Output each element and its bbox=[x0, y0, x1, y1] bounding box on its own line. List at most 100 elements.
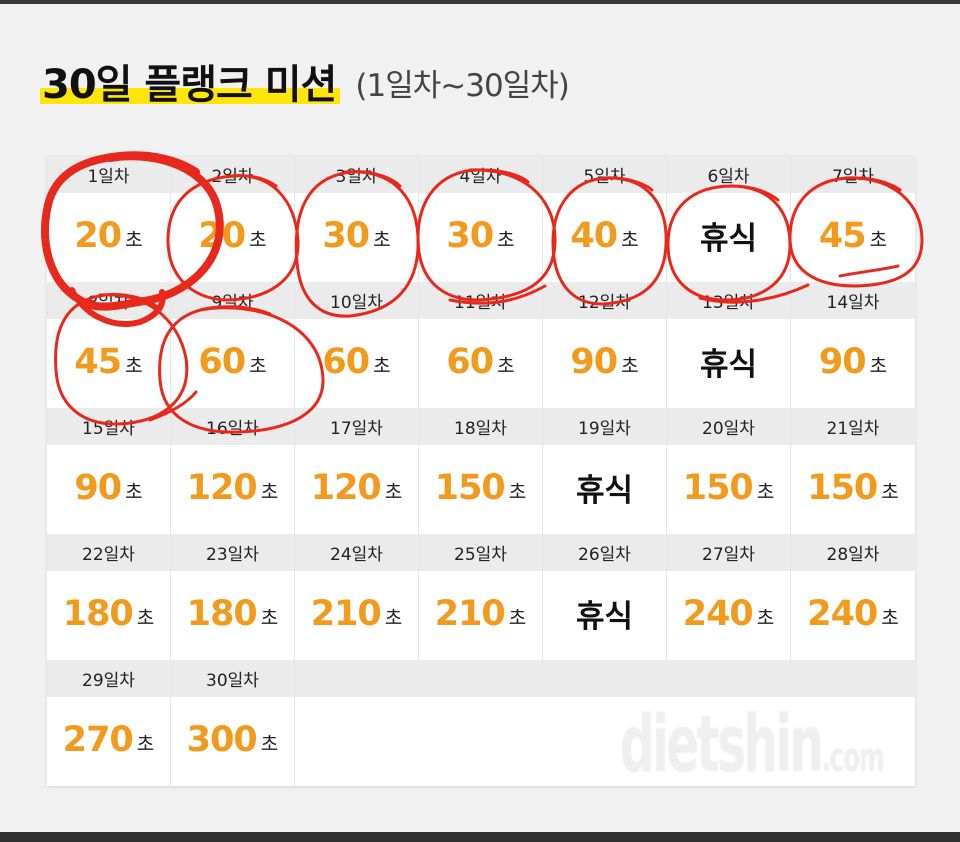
day-cell: 18일차 150 초 bbox=[419, 408, 543, 534]
day-cell: 3일차 30 초 bbox=[295, 156, 419, 282]
seconds-unit: 초 bbox=[881, 481, 899, 503]
day-label bbox=[419, 660, 543, 697]
seconds-value: 270 bbox=[62, 719, 134, 760]
day-label: 23일차 bbox=[171, 534, 294, 571]
day-label: 1일차 bbox=[47, 156, 170, 193]
seconds-unit: 초 bbox=[260, 607, 279, 629]
seconds-value: 120 bbox=[310, 467, 382, 508]
day-cell: 2일차 20 초 bbox=[171, 156, 295, 282]
day-cell: 17일차 120 초 bbox=[295, 408, 419, 534]
day-label: 28일차 bbox=[791, 534, 915, 571]
day-label: 22일차 bbox=[47, 534, 170, 571]
day-cell: 27일차 240 초 bbox=[667, 534, 791, 660]
seconds-unit: 초 bbox=[508, 481, 527, 503]
day-label: 26일차 bbox=[543, 534, 666, 571]
day-value: 270 초 bbox=[47, 697, 170, 786]
day-label: 9일차 bbox=[171, 282, 294, 319]
seconds-value: 45 bbox=[74, 341, 122, 382]
day-label: 8일차 bbox=[47, 282, 170, 319]
day-cell: 10일차 60 초 bbox=[295, 282, 419, 408]
day-label bbox=[543, 660, 667, 697]
seconds-unit: 초 bbox=[260, 733, 279, 755]
day-label: 18일차 bbox=[419, 408, 542, 445]
day-value: 45 초 bbox=[791, 193, 915, 282]
day-label: 14일차 bbox=[791, 282, 915, 319]
day-label: 3일차 bbox=[295, 156, 418, 193]
seconds-unit: 초 bbox=[869, 229, 888, 251]
seconds-value: 20 bbox=[74, 215, 122, 256]
seconds-unit: 초 bbox=[881, 607, 899, 629]
day-value: 30 초 bbox=[419, 193, 542, 282]
day-label: 2일차 bbox=[171, 156, 294, 193]
day-value: 150 초 bbox=[419, 445, 542, 534]
seconds-unit: 초 bbox=[125, 355, 143, 377]
seconds-unit: 초 bbox=[621, 355, 639, 377]
day-value: 휴식 bbox=[543, 445, 666, 534]
seconds-value: 180 bbox=[186, 593, 258, 634]
day-label: 13일차 bbox=[667, 282, 790, 319]
seconds-value: 40 bbox=[570, 215, 618, 256]
seconds-value: 90 bbox=[570, 341, 618, 382]
day-cell: 22일차 180 초 bbox=[47, 534, 171, 660]
day-label: 12일차 bbox=[543, 282, 666, 319]
day-value bbox=[295, 697, 419, 786]
day-value: 300 초 bbox=[171, 697, 294, 786]
seconds-unit: 초 bbox=[384, 607, 403, 629]
day-cell: 1일차 20 초 bbox=[47, 156, 171, 282]
day-cell: 30일차 300 초 bbox=[171, 660, 295, 786]
seconds-value: 150 bbox=[434, 467, 506, 508]
seconds-unit: 초 bbox=[497, 229, 515, 251]
seconds-value: 300 bbox=[186, 719, 258, 760]
day-value: 120 초 bbox=[295, 445, 418, 534]
day-value: 150 초 bbox=[791, 445, 915, 534]
seconds-unit: 초 bbox=[260, 481, 279, 503]
day-label: 4일차 bbox=[419, 156, 542, 193]
day-cell: 11일차 60 초 bbox=[419, 282, 543, 408]
page-subtitle: (1일차~30일차) bbox=[355, 68, 569, 104]
day-label bbox=[791, 660, 915, 697]
seconds-unit: 초 bbox=[373, 229, 391, 251]
day-cell: 28일차 240 초 bbox=[791, 534, 915, 660]
day-label bbox=[295, 660, 419, 697]
day-cell: 12일차 90 초 bbox=[543, 282, 667, 408]
day-value: 20 초 bbox=[171, 193, 294, 282]
day-label bbox=[667, 660, 791, 697]
day-cell: 6일차 휴식 bbox=[667, 156, 791, 282]
seconds-value: 210 bbox=[434, 593, 506, 634]
day-value bbox=[419, 697, 543, 786]
day-cell: 5일차 40 초 bbox=[543, 156, 667, 282]
day-label: 5일차 bbox=[543, 156, 666, 193]
day-value: 240 초 bbox=[667, 571, 790, 660]
day-value: 60 초 bbox=[295, 319, 418, 408]
seconds-unit: 초 bbox=[125, 481, 143, 503]
day-value: 90 초 bbox=[47, 445, 170, 534]
day-label: 21일차 bbox=[791, 408, 915, 445]
seconds-value: 60 bbox=[198, 341, 246, 382]
day-label: 30일차 bbox=[171, 660, 294, 697]
day-value: 120 초 bbox=[171, 445, 294, 534]
plank-schedule-table: 1일차 20 초 2일차 20 초 3일차 30 초 4일차 30 초 5일차 40 초 6일차 휴식 7일차 45… bbox=[47, 156, 915, 786]
day-cell: 23일차 180 초 bbox=[171, 534, 295, 660]
seconds-unit: 초 bbox=[249, 355, 267, 377]
page-title: 30일 플랭크 미션 bbox=[39, 52, 341, 110]
day-value: 210 초 bbox=[419, 571, 542, 660]
day-value: 60 초 bbox=[171, 319, 294, 408]
empty-cell bbox=[791, 660, 915, 786]
seconds-value: 180 bbox=[62, 593, 134, 634]
day-cell: 8일차 45 초 bbox=[47, 282, 171, 408]
seconds-unit: 초 bbox=[125, 229, 143, 251]
day-value: 60 초 bbox=[419, 319, 542, 408]
day-label: 11일차 bbox=[419, 282, 542, 319]
day-cell: 4일차 30 초 bbox=[419, 156, 543, 282]
day-cell: 9일차 60 초 bbox=[171, 282, 295, 408]
rest-label: 휴식 bbox=[699, 347, 758, 383]
day-value: 45 초 bbox=[47, 319, 170, 408]
day-cell: 21일차 150 초 bbox=[791, 408, 915, 534]
page-header: 30일 플랭크 미션 (1일차~30일차) bbox=[39, 52, 570, 122]
day-label: 25일차 bbox=[419, 534, 542, 571]
day-value: 150 초 bbox=[667, 445, 790, 534]
bottom-border bbox=[0, 832, 960, 842]
day-value: 휴식 bbox=[667, 193, 790, 282]
rest-label: 휴식 bbox=[575, 473, 634, 509]
